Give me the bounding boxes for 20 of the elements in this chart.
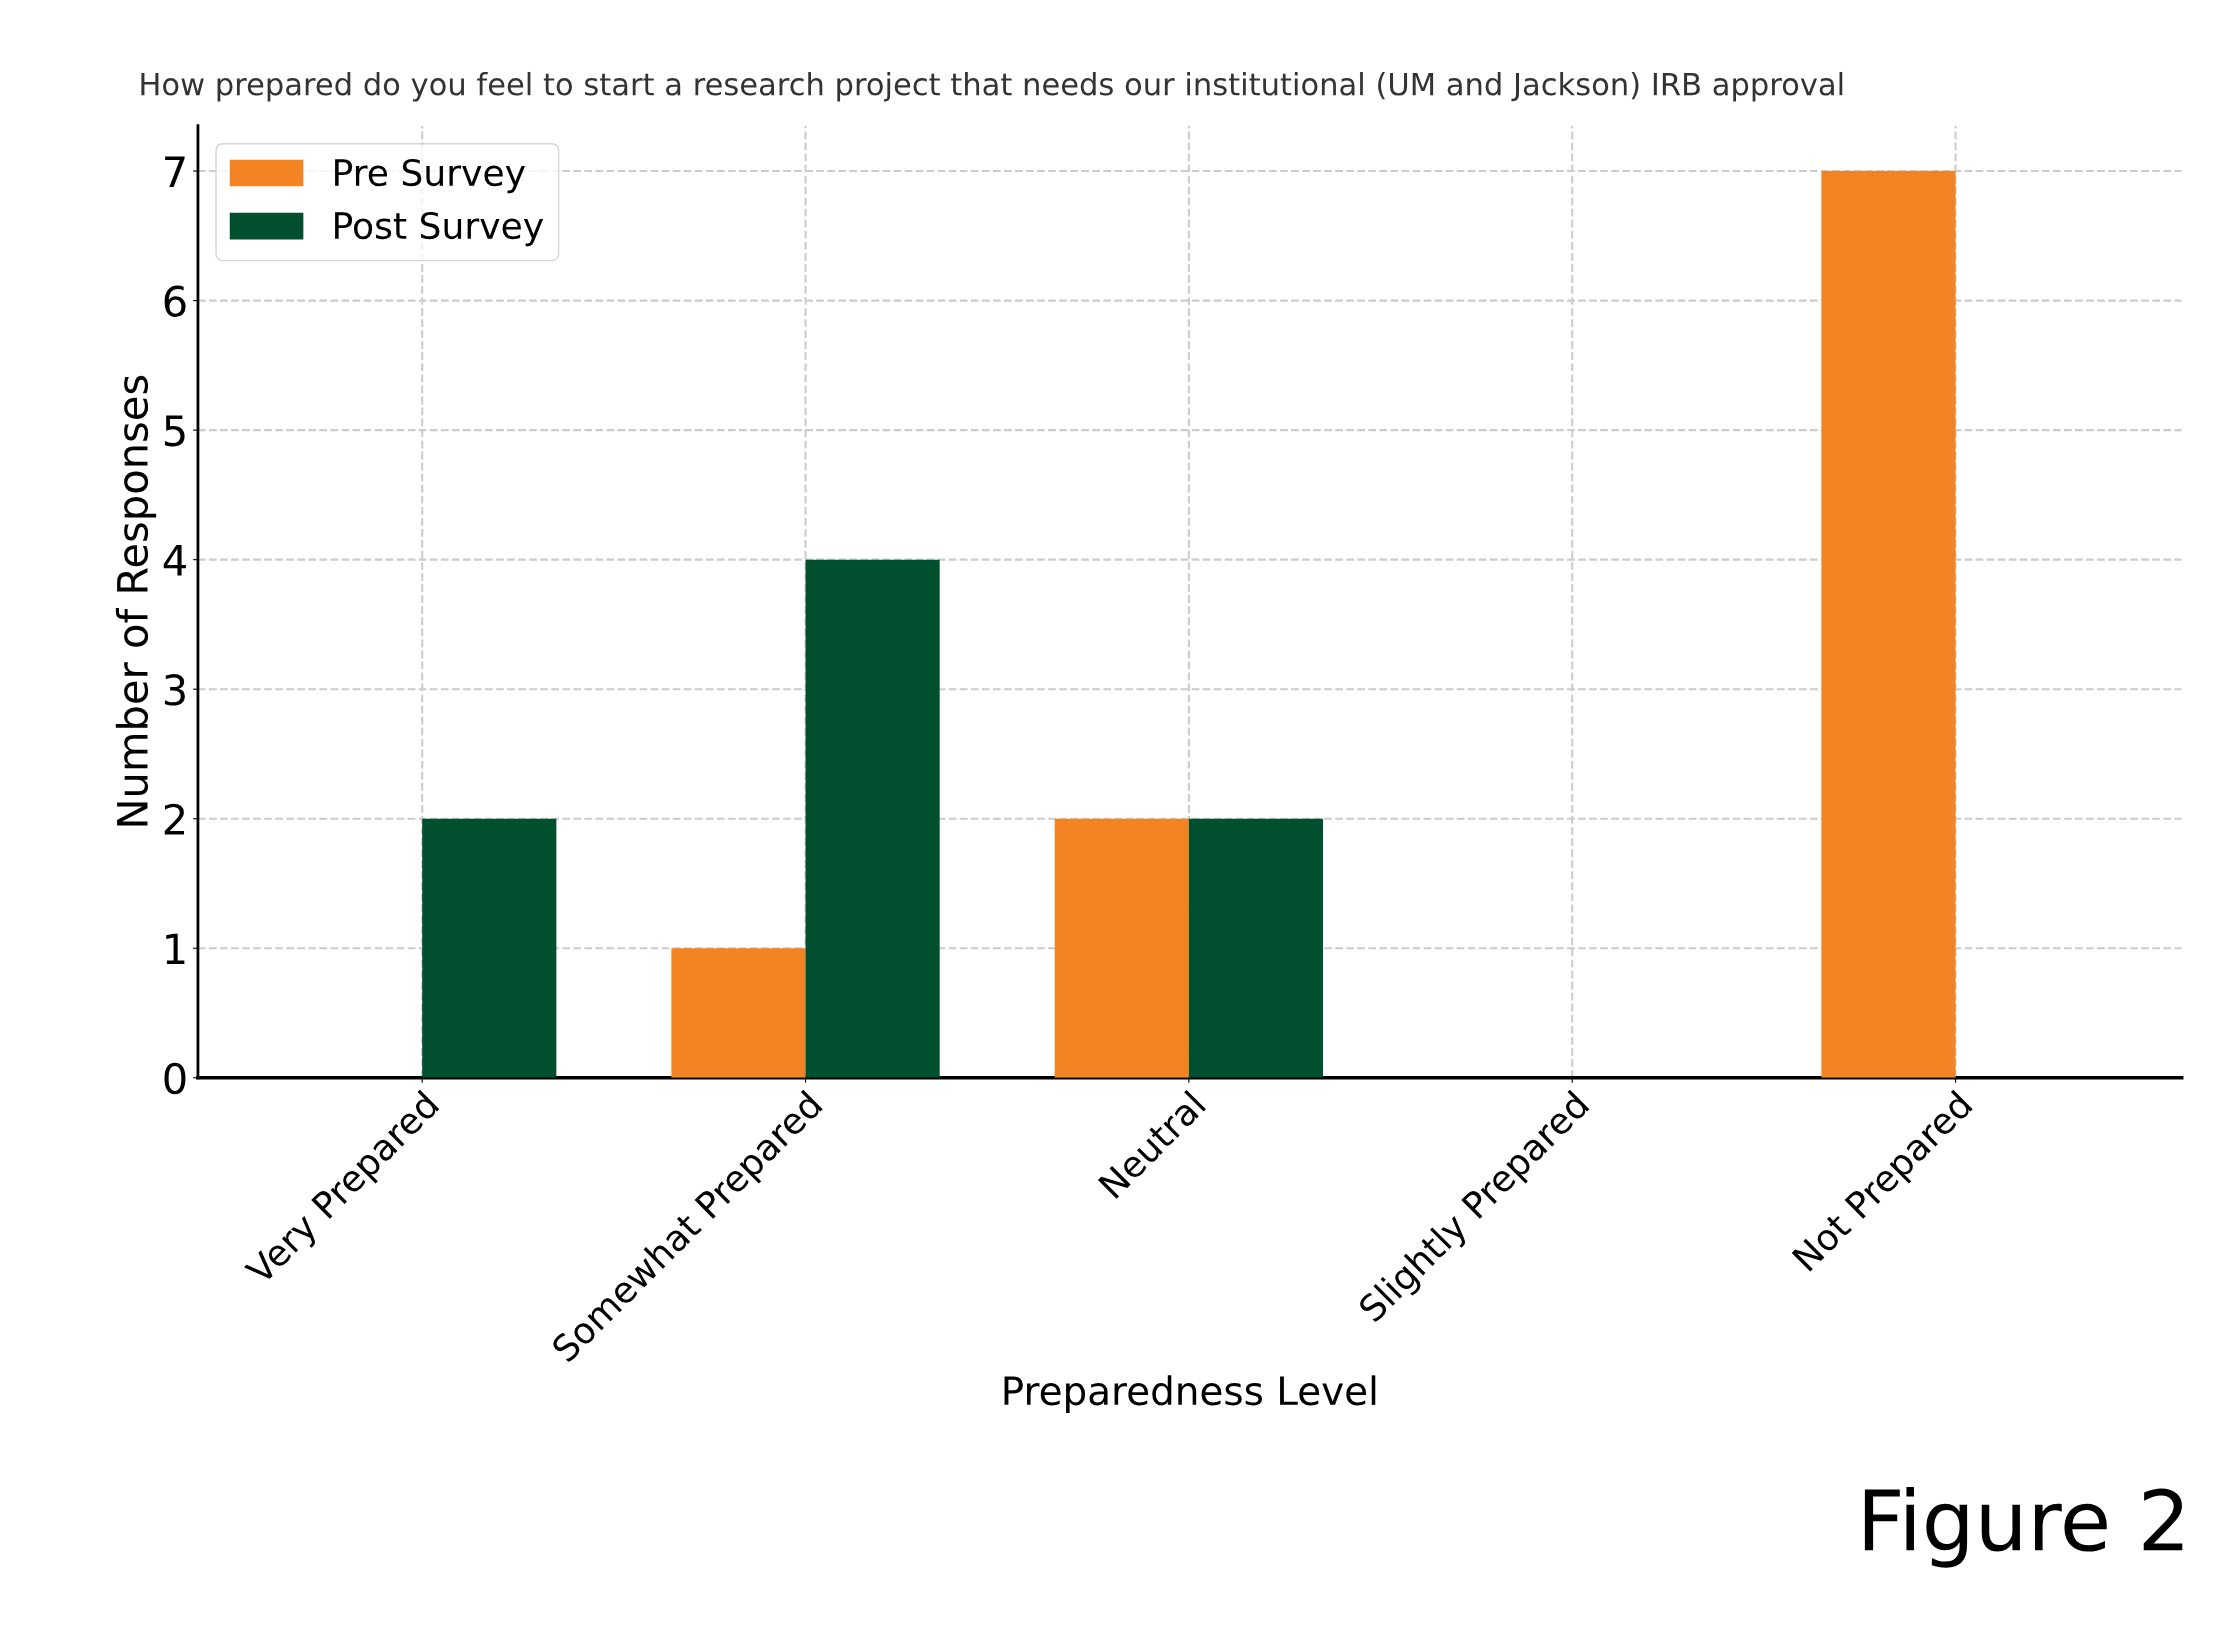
y-tick-label: 5 <box>164 415 185 447</box>
bar <box>422 818 557 1078</box>
caption: Figure 2 <box>1864 1487 2183 1568</box>
chart-title: How prepared do you feel to start a research project that needs our institutional (UM and Jackson) IRB approval <box>141 71 1843 102</box>
y-tick-label: 7 <box>165 156 185 187</box>
legend-label: Post Survey <box>335 211 544 247</box>
y-tick-label: 3 <box>164 674 185 706</box>
legend-label: Pre Survey <box>335 158 525 194</box>
bar <box>805 559 940 1078</box>
y-tick-label: 6 <box>164 285 186 318</box>
bar <box>1054 818 1189 1078</box>
bar <box>1821 171 1956 1078</box>
bar <box>671 948 806 1078</box>
bar <box>1188 818 1324 1078</box>
y-axis-title: Number of Responses <box>115 375 157 826</box>
y-tick-label: 4 <box>163 545 186 576</box>
y-tick-label: 1 <box>166 933 185 965</box>
y-tick-label: 2 <box>164 803 185 835</box>
x-axis-title: Preparedness Level <box>1004 1375 1376 1413</box>
y-tick-label: 0 <box>164 1062 186 1095</box>
